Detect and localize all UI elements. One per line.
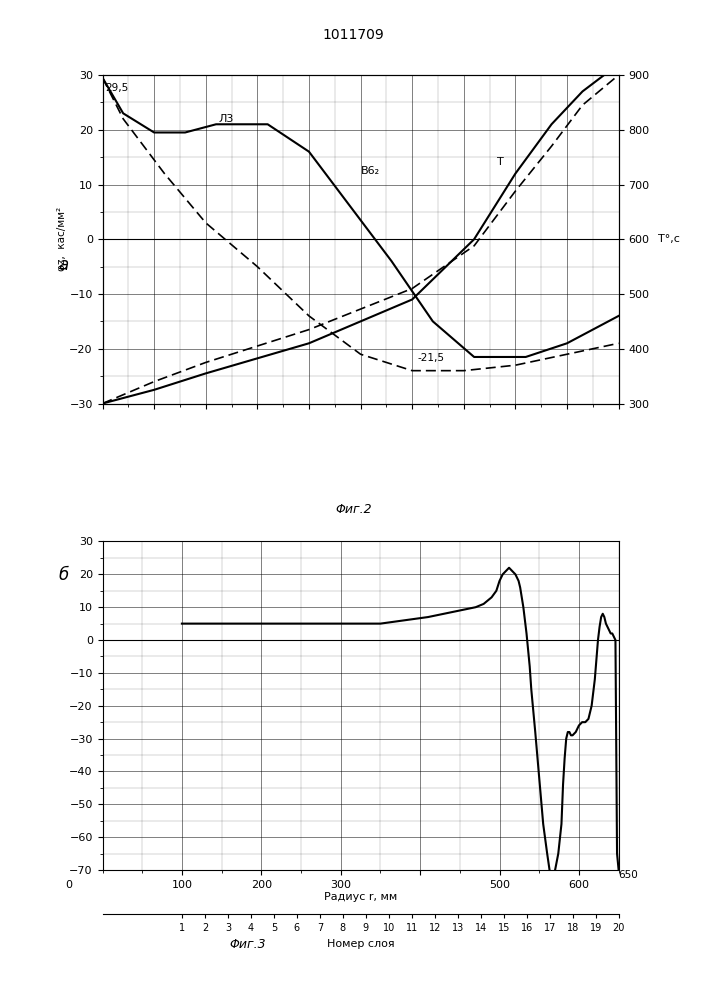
X-axis label: Радиус r, мм: Радиус r, мм (324, 892, 397, 902)
Text: T: T (497, 157, 504, 167)
Text: -21,5: -21,5 (417, 353, 444, 363)
Text: 29,5: 29,5 (105, 83, 129, 93)
Y-axis label: T°,c: T°,c (658, 234, 680, 244)
Text: б: б (59, 566, 69, 584)
Text: Л3: Л3 (218, 114, 234, 124)
X-axis label: Номер слоя: Номер слоя (327, 939, 395, 949)
Y-axis label: φz,  кас/мм²: φz, кас/мм² (57, 207, 66, 271)
Text: В6₂: В6₂ (361, 166, 380, 176)
Text: 0: 0 (66, 880, 73, 890)
Text: 650: 650 (619, 870, 638, 880)
Text: a: a (59, 256, 69, 274)
Text: Φиг.3: Φиг.3 (229, 938, 266, 951)
Text: 1011709: 1011709 (322, 28, 385, 42)
Text: Φиг.2: Φиг.2 (335, 503, 372, 516)
